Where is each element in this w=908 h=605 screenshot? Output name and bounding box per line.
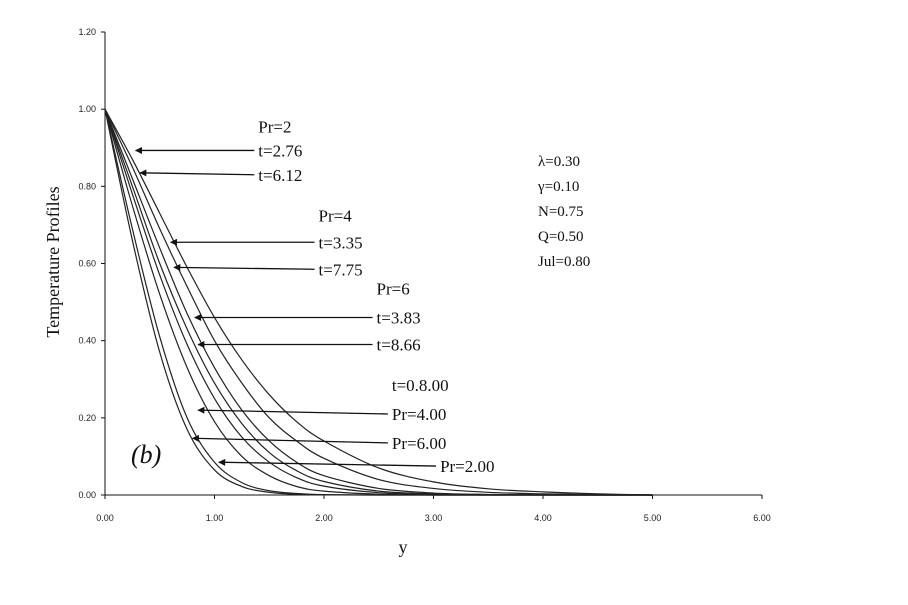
y-axis-label: Temperature Profiles [43,186,63,337]
y-tick-label: 0.80 [78,181,96,191]
x-tick-label: 3.00 [425,513,443,523]
annotation-label: Pr=2 [258,118,291,137]
axes [104,32,762,496]
annotation-label: Pr=2.00 [440,457,494,476]
y-tick-label: 0.00 [78,490,96,500]
annotation-arrow [197,406,388,415]
parameter-lambda: λ=0.30 [538,154,580,170]
parameter-list: λ=0.30 γ=0.10 N=0.75 Q=0.50 Jul=0.80 [537,154,590,270]
x-tick-label: 4.00 [534,513,552,523]
annotation-label: t=7.75 [319,260,363,279]
y-axis-ticks: 0.00 0.20 0.40 0.60 0.80 1.00 1.20 [78,27,105,500]
annotations: Pr=2 t=2.76 t=6.12 Pr=4 t=3.35 t=7.75 Pr=6 t=3.… [258,118,494,477]
annotation-arrows [134,146,437,467]
annotation-label: t=8.66 [377,336,421,355]
annotation-label: t=3.35 [319,233,363,252]
annotation-label: t=3.83 [377,309,421,328]
x-tick-label: 0.00 [96,513,114,523]
y-tick-label: 0.20 [78,413,96,423]
x-axis-label: y [399,537,408,557]
parameter-gamma: γ=0.10 [537,179,579,195]
panel-label: (b) [131,440,161,469]
annotation-label: t=2.76 [258,141,302,160]
parameter-n: N=0.75 [538,204,584,220]
annotation-label: Pr=6.00 [392,434,446,453]
annotation-arrow [191,434,388,444]
x-tick-label: 1.00 [206,513,224,523]
annotation-label: t=6.12 [258,166,302,185]
temperature-curve-6 [104,108,653,496]
y-tick-label: 0.60 [78,259,96,269]
y-tick-label: 1.00 [78,104,96,114]
curves [104,108,653,496]
y-tick-label: 1.20 [78,27,96,37]
temperature-curve-8 [104,108,653,496]
annotation-label: t=0.8.00 [392,376,449,395]
annotation-label: Pr=4.00 [392,405,446,424]
x-axis-ticks: 0.00 1.00 2.00 3.00 4.00 5.00 6.00 [96,495,771,523]
annotation-arrow [173,263,315,271]
x-tick-label: 6.00 [753,513,771,523]
x-tick-label: 5.00 [644,513,662,523]
annotation-arrow [139,169,255,177]
parameter-jul: Jul=0.80 [538,254,590,270]
y-tick-label: 0.40 [78,336,96,346]
temperature-curve-7 [104,108,653,496]
annotation-label: Pr=6 [377,280,410,299]
x-tick-label: 2.00 [315,513,333,523]
parameter-q: Q=0.50 [538,229,584,245]
annotation-label: Pr=4 [319,206,353,225]
annotation-arrow [218,458,437,467]
